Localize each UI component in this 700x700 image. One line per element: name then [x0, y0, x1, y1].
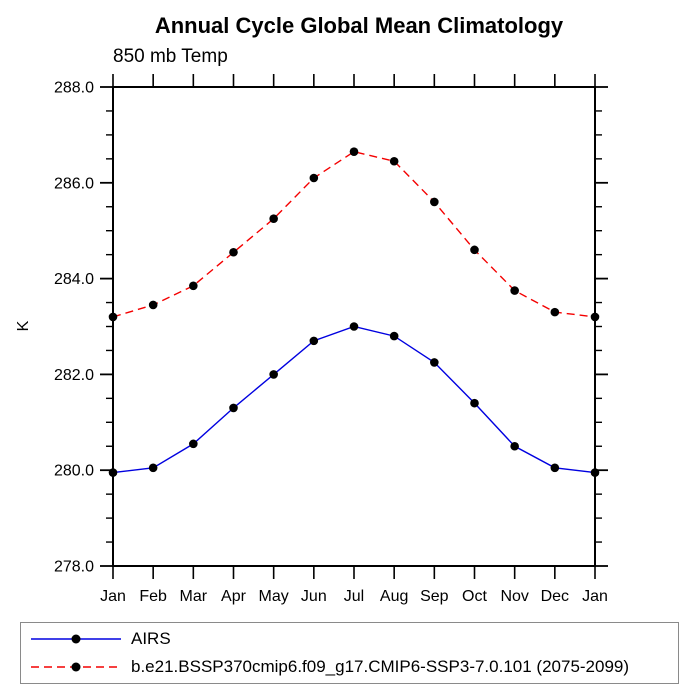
y-tick-label: 280.0 — [54, 463, 94, 480]
x-tick-label: Jan — [582, 588, 608, 605]
x-tick-label: Jan — [100, 588, 126, 605]
series-marker-1 — [550, 307, 560, 317]
legend-marker — [71, 634, 81, 644]
series-marker-1 — [269, 214, 278, 224]
series-marker-0 — [229, 403, 238, 413]
series-marker-1 — [148, 300, 158, 310]
x-tick-label: Oct — [462, 588, 487, 605]
plot-area: 278.0 280.0 282.0 284.0 286.0 288.0 Jan Feb Mar A… — [54, 74, 608, 605]
series-marker-0 — [590, 468, 600, 477]
x-tick-label: Jun — [301, 588, 327, 605]
series-marker-1 — [108, 312, 118, 322]
y-tick-label: 278.0 — [54, 559, 94, 576]
chart-subtitle: 850 mb Temp — [113, 46, 228, 67]
series-marker-0 — [269, 370, 278, 379]
series-marker-1 — [590, 312, 600, 322]
legend: AIRS b.e21.BSSP370cmip6.f09_g17.CMIP6-SS… — [20, 622, 679, 684]
x-tick-label: Aug — [380, 588, 408, 605]
series-marker-1 — [470, 245, 479, 255]
y-tick-label: 288.0 — [54, 80, 94, 97]
x-tick-label: Feb — [139, 588, 167, 605]
series-marker-1 — [389, 156, 399, 166]
series-marker-1 — [349, 147, 359, 156]
legend-marker — [71, 662, 81, 672]
x-tick-label: Jul — [344, 588, 364, 605]
y-tick-label: 282.0 — [54, 367, 94, 384]
legend-item-model: b.e21.BSSP370cmip6.f09_g17.CMIP6-SSP3-7.… — [21, 654, 678, 680]
series-marker-0 — [430, 358, 439, 367]
series-marker-1 — [229, 247, 238, 257]
series-marker-0 — [309, 336, 319, 346]
x-tick-label: Apr — [221, 588, 247, 605]
series-marker-0 — [108, 468, 118, 477]
series-line-1 — [112, 150, 596, 318]
legend-item-airs: AIRS — [21, 626, 678, 652]
airs-line-sample — [31, 634, 121, 644]
x-tick-label: Sep — [420, 588, 449, 605]
series-marker-1 — [510, 286, 519, 295]
legend-label-airs: AIRS — [131, 628, 171, 648]
series-marker-0 — [148, 463, 158, 473]
plot-frame — [112, 86, 596, 567]
series-line-0 — [112, 325, 596, 474]
series-marker-0 — [349, 322, 359, 331]
y-tick-label: 286.0 — [54, 175, 94, 192]
series-marker-0 — [389, 331, 399, 341]
x-tick-label: Mar — [180, 588, 208, 605]
chart-title: Annual Cycle Global Mean Climatology — [154, 13, 564, 38]
series-marker-1 — [430, 197, 439, 207]
x-tick-label: Dec — [541, 588, 569, 605]
series-marker-0 — [550, 463, 560, 473]
series-marker-1 — [189, 281, 198, 291]
x-tick-label: May — [259, 588, 289, 605]
series-marker-1 — [309, 173, 319, 183]
legend-label-model: b.e21.BSSP370cmip6.f09_g17.CMIP6-SSP3-7.… — [131, 657, 630, 677]
model-line-sample — [31, 662, 121, 672]
series-marker-0 — [510, 441, 519, 451]
x-tick-label: Nov — [500, 588, 528, 605]
series-marker-0 — [470, 398, 479, 408]
series-marker-0 — [189, 439, 198, 449]
y-tick-label: 284.0 — [54, 271, 94, 288]
